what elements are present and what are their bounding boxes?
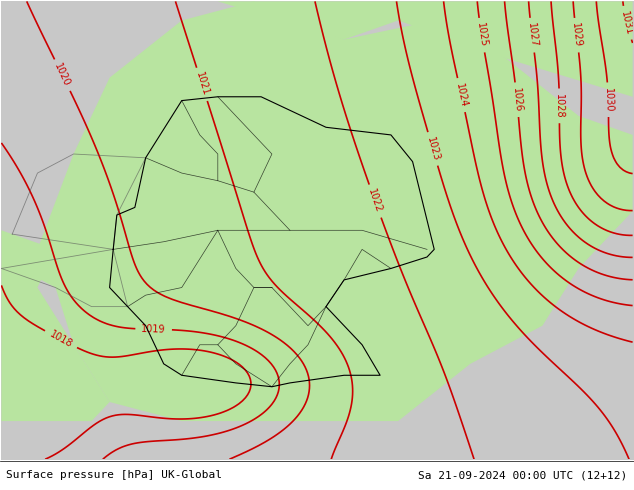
Text: 1026: 1026 [511, 87, 523, 112]
Polygon shape [1, 230, 110, 421]
Text: 1029: 1029 [570, 23, 583, 48]
Text: 1020: 1020 [53, 62, 72, 88]
Text: Surface pressure [hPa] UK-Global: Surface pressure [hPa] UK-Global [6, 470, 223, 480]
Text: 1025: 1025 [475, 22, 488, 48]
Text: 1028: 1028 [554, 94, 564, 118]
Text: 1023: 1023 [425, 136, 441, 162]
Text: Sa 21-09-2024 00:00 UTC (12+12): Sa 21-09-2024 00:00 UTC (12+12) [418, 470, 628, 480]
Polygon shape [20, 1, 633, 421]
Text: 1021: 1021 [193, 71, 210, 98]
Text: 1024: 1024 [454, 82, 469, 108]
Text: 1019: 1019 [141, 324, 166, 335]
Polygon shape [146, 1, 633, 97]
Text: 1031: 1031 [619, 10, 634, 36]
Text: 1027: 1027 [526, 23, 538, 48]
Text: 1022: 1022 [366, 188, 384, 215]
Text: 1018: 1018 [48, 329, 74, 350]
Text: 1030: 1030 [603, 87, 614, 112]
